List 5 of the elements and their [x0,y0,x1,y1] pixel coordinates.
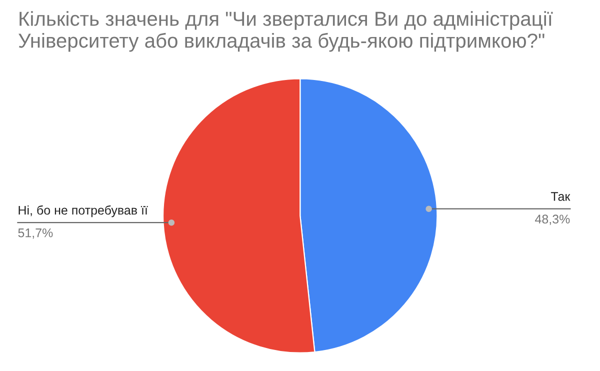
data-label: 51,7% [18,228,53,239]
data-label: 48,3% [535,214,570,225]
chart-title: Кількість значень для "Чи зверталися Ви до адміністрації Університету або викладачів за будь-якою підтримкою?" [18,11,553,52]
slice-label: Так [550,192,570,201]
slice-label: Ні, бо не потребував її [18,205,148,218]
